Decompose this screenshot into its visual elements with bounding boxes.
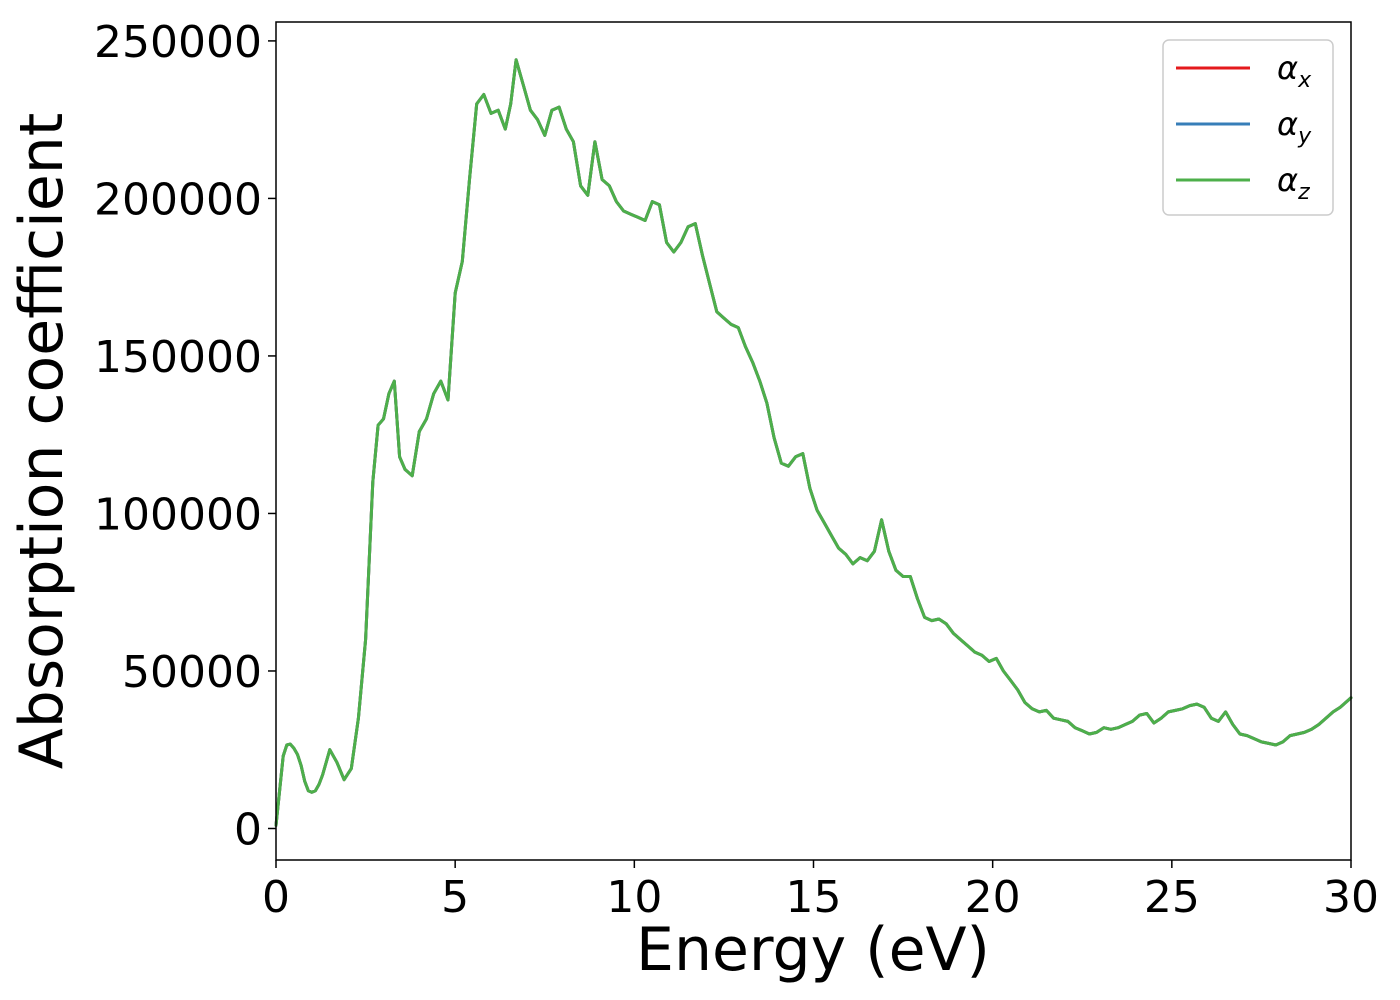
y-tick-label: 100000 bbox=[94, 489, 262, 540]
x-tick-label: 30 bbox=[1323, 872, 1379, 923]
y-tick-label: 150000 bbox=[94, 332, 262, 383]
y-axis: 0 50000 100000 150000 200000 250000 bbox=[94, 17, 276, 855]
x-axis-label: Energy (eV) bbox=[636, 915, 990, 985]
y-tick-label: 50000 bbox=[122, 647, 262, 698]
x-tick-label: 20 bbox=[965, 872, 1021, 923]
y-tick-label: 250000 bbox=[94, 17, 262, 68]
x-tick-label: 10 bbox=[606, 872, 662, 923]
y-axis-label: Absorption coefficient bbox=[7, 113, 77, 770]
x-axis: 0 5 10 15 20 25 30 bbox=[262, 860, 1379, 923]
x-tick-label: 15 bbox=[786, 872, 842, 923]
series-line-αz bbox=[274, 58, 1353, 827]
y-tick-label: 0 bbox=[234, 804, 262, 855]
legend-box bbox=[1162, 39, 1334, 216]
x-tick-label: 0 bbox=[262, 872, 290, 923]
series-layer bbox=[274, 58, 1353, 827]
x-tick-label: 5 bbox=[441, 872, 469, 923]
x-tick-label: 25 bbox=[1144, 872, 1200, 923]
y-tick-label: 200000 bbox=[94, 174, 262, 225]
